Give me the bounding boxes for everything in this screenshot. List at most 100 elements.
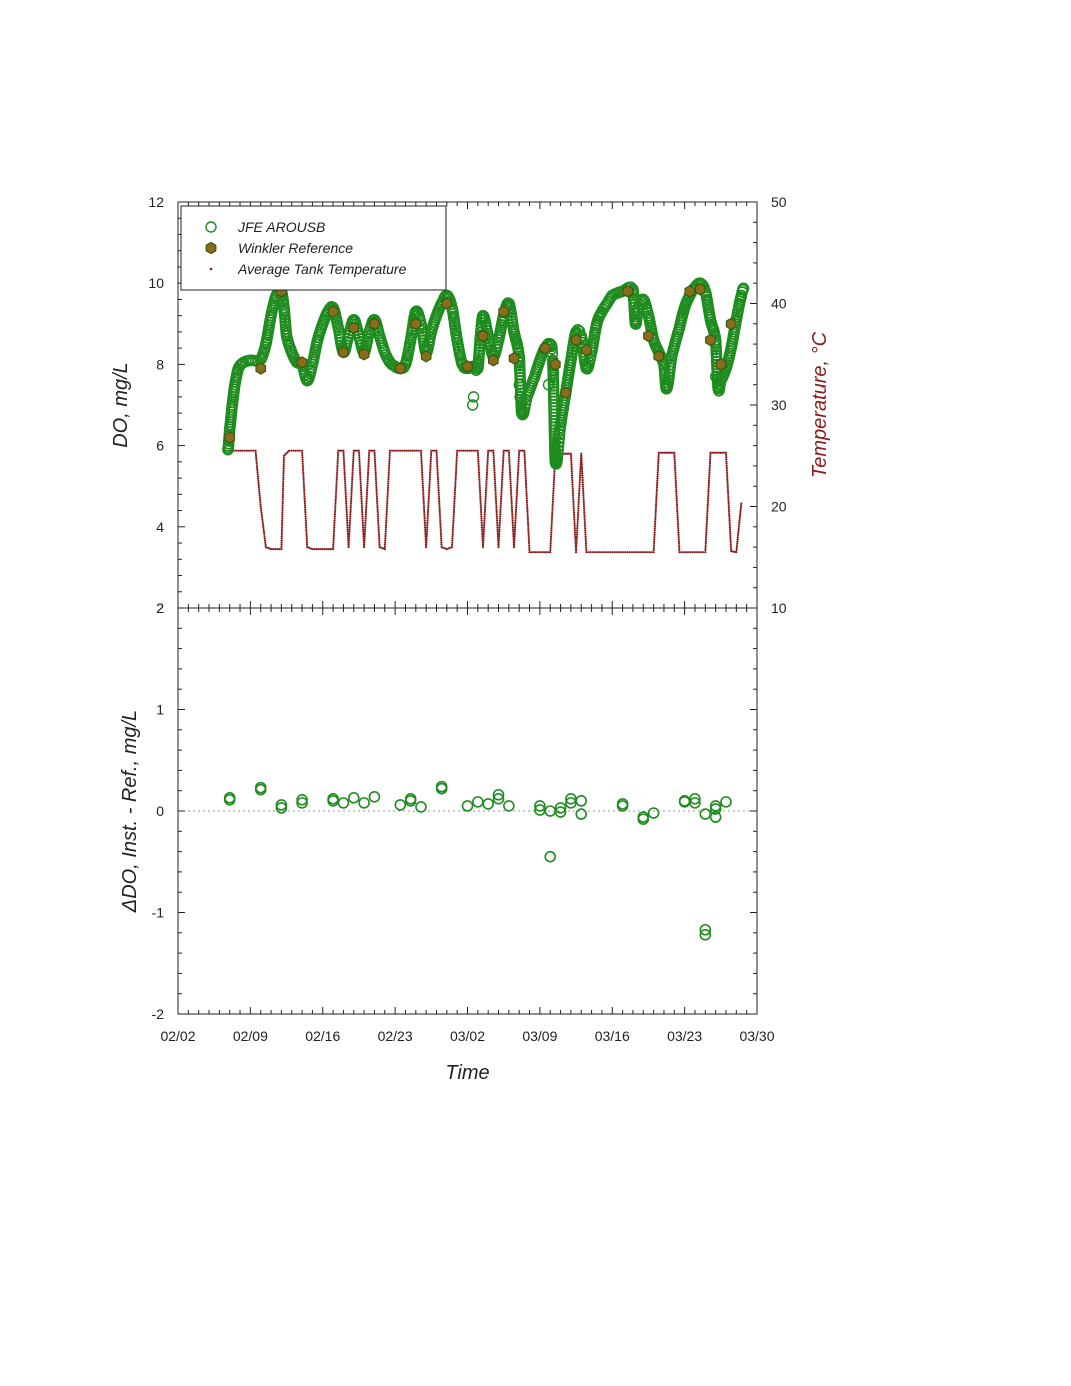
temperature-point	[524, 475, 527, 478]
temperature-point	[653, 535, 656, 539]
winkler-point	[327, 305, 339, 318]
y-tick-label: 6	[156, 438, 164, 454]
temperature-point	[524, 481, 528, 485]
difference-point	[254, 783, 267, 796]
temperature-point	[362, 530, 365, 533]
temperature-point	[572, 500, 575, 503]
temperature-point	[259, 501, 262, 504]
temperature-point	[517, 458, 520, 461]
temperature-point	[360, 495, 363, 498]
temperature-point	[334, 499, 337, 503]
temperature-point	[385, 521, 388, 524]
temperature-point	[580, 465, 584, 468]
temperature-point	[674, 486, 678, 489]
temperature-point	[437, 484, 440, 487]
temperature-point	[677, 533, 680, 536]
temperature-point	[525, 499, 528, 502]
temperature-point	[388, 458, 391, 461]
temperature-point	[707, 488, 710, 491]
temperature-point	[439, 530, 442, 533]
temperature-point	[675, 505, 679, 508]
temperature-point	[514, 521, 517, 525]
temperature-point	[510, 493, 513, 496]
temperature-point	[264, 543, 267, 547]
temperature-point	[378, 546, 381, 549]
temperature-point	[576, 516, 580, 519]
temperature-point	[452, 515, 455, 518]
temperature-point	[515, 499, 518, 503]
temperature-point	[348, 530, 351, 533]
temperature-point	[580, 461, 583, 464]
temperature-point	[313, 548, 316, 551]
temperature-point	[304, 506, 307, 509]
temperature-point	[422, 506, 426, 509]
temperature-point	[358, 469, 362, 472]
temperature-point	[334, 493, 338, 496]
temperature-point	[480, 526, 484, 529]
temperature-point	[395, 449, 398, 452]
temperature-point	[343, 462, 346, 465]
temperature-point	[584, 533, 587, 536]
temperature-point	[724, 451, 728, 454]
legend-entry: Winkler Reference	[238, 240, 353, 256]
winkler-point	[715, 358, 727, 371]
temperature-point	[257, 481, 260, 484]
instrument-point	[709, 370, 722, 383]
temperature-point	[435, 458, 439, 461]
temperature-point	[484, 504, 487, 507]
temperature-point	[508, 462, 511, 465]
temperature-point	[527, 533, 530, 536]
temperature-point	[281, 513, 284, 516]
temperature-point	[515, 495, 518, 498]
temperature-point	[301, 462, 304, 465]
temperature-point	[525, 501, 529, 504]
temperature-point	[492, 462, 496, 465]
temperature-point	[257, 477, 260, 480]
temperature-point	[436, 467, 439, 470]
temperature-point	[454, 471, 458, 474]
temperature-point	[549, 546, 552, 549]
temperature-point	[674, 468, 677, 472]
winkler-point	[643, 329, 654, 343]
temperature-point	[637, 551, 640, 554]
temperature-point	[513, 535, 516, 538]
difference-point	[575, 808, 588, 820]
temperature-point	[440, 539, 443, 542]
temperature-point	[334, 497, 337, 500]
temperature-point	[250, 449, 253, 452]
temperature-point	[581, 472, 584, 475]
temperature-point	[706, 503, 709, 506]
temperature-point	[526, 505, 529, 508]
temperature-point	[499, 513, 502, 516]
temperature-point	[480, 513, 483, 516]
temperature-point	[257, 486, 261, 489]
temperature-point	[342, 449, 345, 452]
temperature-point	[407, 449, 410, 452]
temperature-point	[359, 480, 362, 483]
temperature-point	[348, 532, 351, 536]
temperature-point	[384, 541, 387, 544]
legend-instrument-marker	[205, 221, 217, 233]
temperature-point	[437, 480, 440, 483]
temperature-point	[397, 449, 400, 452]
temperature-point	[553, 472, 556, 475]
instrument-point	[542, 379, 555, 391]
temperature-point	[738, 515, 742, 518]
winkler-point	[420, 350, 432, 363]
winkler-point	[705, 333, 716, 347]
temperature-point	[509, 484, 512, 487]
temperature-point	[571, 489, 574, 493]
temperature-point	[363, 530, 367, 533]
temperature-point	[725, 471, 729, 474]
temperature-point	[584, 531, 587, 534]
temperature-point	[365, 495, 368, 498]
temperature-point	[486, 460, 489, 463]
temperature-point	[451, 532, 454, 536]
temperature-point	[551, 511, 554, 514]
difference-point	[358, 797, 370, 809]
temperature-point	[346, 530, 349, 533]
temperature-point	[335, 473, 339, 476]
temperature-point	[263, 535, 266, 538]
temperature-point	[581, 481, 584, 484]
temperature-point	[454, 484, 457, 487]
